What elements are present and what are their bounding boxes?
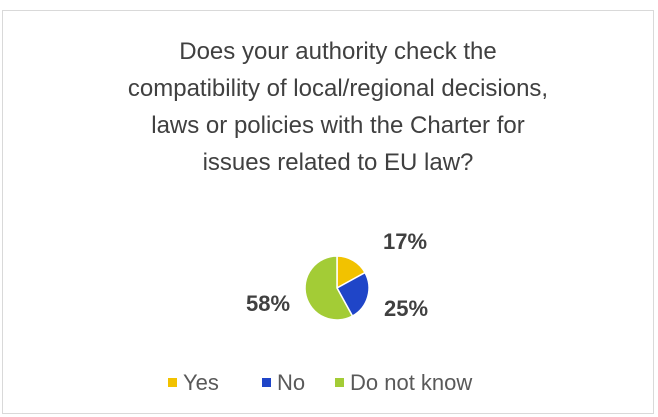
legend-label: Do not know (350, 370, 472, 395)
legend-label: No (277, 370, 305, 395)
legend-label: Yes (183, 370, 219, 395)
legend-marker (262, 378, 271, 387)
legend-marker (168, 378, 177, 387)
legend-marker (335, 378, 344, 387)
data-label: 58% (246, 291, 290, 316)
data-label: 17% (383, 229, 427, 254)
data-label: 25% (384, 296, 428, 321)
pie-slice (335, 271, 370, 318)
chart-frame (2, 10, 654, 414)
pie-slice (304, 255, 354, 321)
chart-title: Does your authority check the compatibil… (127, 38, 549, 176)
